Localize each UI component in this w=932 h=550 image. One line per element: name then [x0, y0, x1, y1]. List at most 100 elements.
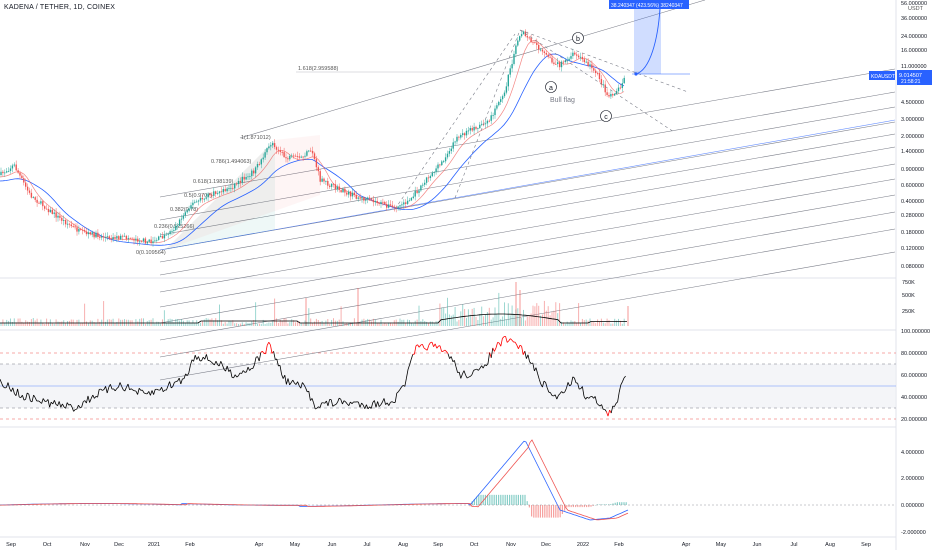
macd-axis[interactable]: 4.000000 2.000000 0.000000 -2.000000 — [901, 450, 926, 536]
rsi-segment — [129, 388, 132, 391]
rsi-segment — [542, 381, 545, 388]
rsi-segment — [521, 346, 524, 355]
rsi-segment — [222, 364, 225, 370]
candle-body — [23, 178, 25, 183]
volume-bar — [279, 319, 281, 326]
candle-body — [146, 241, 148, 244]
volume-bars[interactable] — [0, 282, 629, 326]
volume-bar — [211, 318, 213, 326]
candle-body — [123, 235, 126, 237]
rsi-segment — [116, 386, 119, 389]
rsi-segment — [596, 402, 599, 406]
time-axis[interactable]: Sep Oct Nov Dec 2021 Feb Apr May Jun Jul Aug Sep Oct… — [6, 542, 871, 548]
rsi-segment — [92, 394, 95, 399]
candle-body — [346, 192, 348, 195]
candle-body — [216, 193, 219, 195]
channel-line — [159, 228, 896, 358]
rsi-segment — [562, 391, 566, 394]
rsi-line[interactable] — [0, 336, 626, 417]
volume-bar — [270, 322, 272, 326]
rsi-segment — [606, 411, 609, 417]
candle-body — [317, 167, 319, 172]
volume-average-line — [0, 313, 627, 324]
volume-axis[interactable]: 750K 500K 250K — [902, 280, 915, 315]
volume-bar — [255, 302, 257, 326]
candle-body — [370, 198, 373, 200]
volume-bar — [213, 320, 215, 326]
rsi-axis-tick: 60.000000 — [901, 373, 927, 379]
macd-axis-tick: 0.000000 — [901, 503, 924, 509]
macd-histogram-bar — [566, 505, 568, 508]
price-candles[interactable] — [0, 29, 625, 247]
candle-body — [604, 84, 606, 93]
rsi-segment — [87, 395, 90, 403]
candle-body — [336, 186, 338, 190]
candle-body — [509, 68, 511, 75]
rsi-segment — [446, 351, 449, 354]
fib-label-0786: 0.786(1.494063) — [211, 159, 252, 165]
macd-axis-tick: 2.000000 — [901, 476, 924, 482]
rsi-segment — [130, 388, 134, 391]
volume-bar — [154, 323, 156, 326]
rsi-segment — [270, 344, 273, 354]
rsi-segment — [239, 372, 242, 374]
volume-bar — [247, 323, 249, 326]
price-axis-tick: 1.400000 — [901, 149, 924, 155]
rsi-segment — [510, 338, 513, 341]
volume-bar — [314, 321, 315, 326]
volume-bar — [473, 307, 475, 326]
rsi-segment — [114, 388, 118, 392]
macd-histogram-bar — [579, 505, 581, 508]
volume-bar — [283, 318, 285, 326]
current-price-tag[interactable]: KDAUSDT 9.014507 21:58:21 — [869, 70, 932, 85]
macd-histogram-bar — [487, 494, 489, 505]
candle-body — [243, 176, 245, 180]
rsi-segment — [159, 387, 162, 391]
wave-label-a[interactable]: a — [545, 81, 557, 93]
volume-bar — [65, 323, 67, 326]
volume-bar — [53, 323, 55, 326]
wave-label-c[interactable]: c — [600, 110, 612, 122]
rsi-segment — [319, 402, 322, 408]
macd-histogram-bar — [522, 494, 524, 505]
channel-line — [159, 211, 896, 341]
price-axis-tick: 0.900000 — [901, 167, 924, 173]
candle-body — [581, 56, 584, 60]
rsi-segment — [450, 356, 454, 362]
volume-bar — [264, 323, 266, 326]
wave-label-b[interactable]: b — [572, 32, 584, 44]
rsi-segment — [289, 382, 292, 386]
volume-bar — [36, 318, 38, 326]
rsi-segment — [286, 378, 289, 385]
measure-tool[interactable]: 38.240347 (423.56%) 38240347 — [609, 0, 690, 76]
candle-body — [598, 73, 601, 80]
macd-histogram[interactable] — [469, 494, 627, 518]
candle-body — [300, 156, 302, 158]
volume-bar — [137, 321, 139, 326]
candle-body — [589, 64, 591, 66]
bull-flag-lines[interactable] — [394, 29, 689, 210]
price-axis[interactable]: 56.000000 36.000000 24.000000 16.000000 11.0… — [901, 1, 927, 270]
candle-body — [4, 172, 6, 174]
volume-bar — [105, 321, 106, 326]
price-channel[interactable] — [159, 0, 896, 381]
macd-histogram-bar — [473, 498, 475, 505]
signal-line[interactable] — [0, 439, 629, 521]
rsi-segment — [362, 404, 366, 409]
volume-bar — [277, 322, 279, 326]
candle-body — [446, 153, 449, 158]
candle-body — [78, 228, 80, 232]
rsi-segment — [292, 379, 295, 384]
candle-body — [393, 206, 395, 208]
volume-axis-tick: 250K — [902, 309, 915, 315]
macd-histogram-bar — [495, 494, 497, 505]
rsi-segment — [426, 345, 430, 351]
volume-bar — [21, 321, 23, 326]
candle-body — [621, 83, 623, 88]
candle-body — [477, 128, 479, 129]
volume-bar — [144, 323, 146, 326]
candle-body — [101, 236, 103, 238]
rsi-axis[interactable]: 100.000000 80.000000 60.000000 40.000000 20.… — [901, 329, 930, 423]
candle-body — [133, 238, 135, 241]
